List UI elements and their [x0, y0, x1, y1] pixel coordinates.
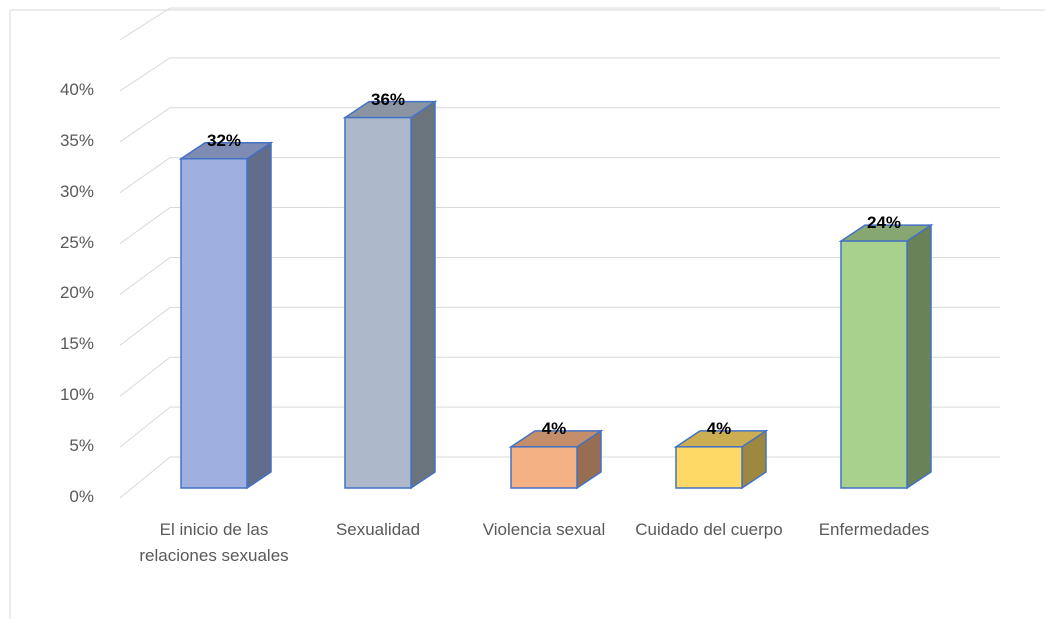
grid-line — [119, 207, 171, 244]
x-tick-label: Enfermedades — [818, 520, 930, 539]
grid-line — [119, 57, 171, 92]
y-tick-label: 15% — [59, 334, 94, 354]
y-tick-label: 20% — [59, 283, 94, 303]
grid-line — [119, 157, 171, 194]
bar — [675, 446, 743, 489]
grid-line — [119, 306, 171, 346]
y-tick-label: 5% — [69, 436, 94, 456]
y-tick-label: 40% — [59, 79, 94, 99]
bar — [510, 446, 578, 489]
bar — [344, 116, 412, 489]
grid-line — [119, 107, 171, 143]
bar-side — [906, 223, 932, 490]
data-label: 4% — [541, 418, 567, 438]
y-tick-label: 0% — [69, 487, 94, 506]
y-tick-label: 10% — [59, 385, 94, 405]
grid-line — [119, 456, 171, 499]
x-tick-label: Cuidado del cuerpo — [635, 520, 783, 539]
x-tick-label: El inicio de las relaciones sexuales — [139, 520, 289, 565]
bar-side — [246, 141, 272, 490]
grid-line — [119, 406, 171, 448]
data-label: 24% — [866, 213, 902, 233]
bar-side — [410, 100, 436, 490]
data-label: 32% — [206, 130, 242, 150]
bar — [180, 158, 248, 489]
grid-line — [119, 257, 171, 295]
y-tick-label: 30% — [59, 181, 94, 201]
data-label: 36% — [370, 89, 406, 109]
wall-edge — [119, 7, 171, 41]
y-tick-label: 25% — [59, 232, 94, 252]
y-tick-label: 35% — [59, 130, 94, 150]
x-tick-label: Violencia sexual — [482, 520, 606, 539]
x-tick-label: Sexualidad — [335, 520, 421, 539]
grid-line — [119, 356, 171, 397]
bar — [840, 240, 908, 489]
data-label: 4% — [706, 418, 732, 438]
